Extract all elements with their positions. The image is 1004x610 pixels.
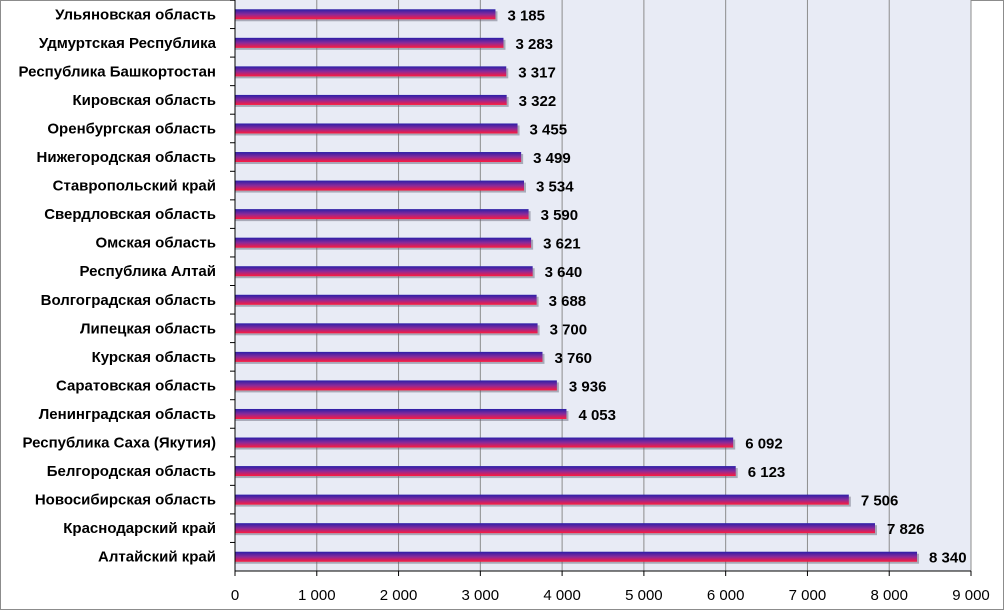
value-label: 3 317 bbox=[518, 64, 556, 81]
category-label: Удмуртская Республика bbox=[39, 35, 217, 52]
value-label: 3 499 bbox=[533, 150, 571, 167]
category-label: Республика Саха (Якутия) bbox=[22, 435, 216, 452]
x-tick-label: 6 000 bbox=[707, 587, 745, 604]
bar bbox=[235, 437, 734, 448]
value-label: 3 936 bbox=[569, 378, 607, 395]
category-label: Кировская область bbox=[73, 92, 217, 109]
category-label: Белгородская область bbox=[47, 463, 216, 480]
category-label: Ставропольский край bbox=[53, 178, 216, 195]
value-label: 3 640 bbox=[545, 264, 583, 281]
category-label: Нижегородская область bbox=[37, 149, 216, 166]
bar bbox=[235, 408, 567, 419]
bar bbox=[235, 237, 532, 248]
category-label: Липецкая область bbox=[80, 320, 216, 337]
x-tick-label: 7 000 bbox=[789, 587, 827, 604]
value-label: 3 283 bbox=[515, 36, 553, 53]
value-labels: 3 185 3 283 3 317 3 322 3 455 3 499 3 534 3 590… bbox=[507, 7, 966, 566]
bar bbox=[235, 551, 918, 562]
category-label: Свердловская область bbox=[44, 206, 216, 223]
plot-area bbox=[235, 0, 971, 571]
x-tick-label: 0 bbox=[231, 587, 239, 604]
category-label: Краснодарский край bbox=[63, 520, 216, 537]
value-label: 7 826 bbox=[887, 521, 925, 538]
category-label: Новосибирская область bbox=[35, 492, 216, 509]
bar bbox=[235, 380, 557, 391]
value-label: 3 621 bbox=[543, 236, 581, 253]
value-label: 4 053 bbox=[578, 407, 616, 424]
bar bbox=[235, 266, 533, 277]
x-axis: 0 1 000 2 000 3 000 4 000 5 000 6 000 7 000 8 00… bbox=[230, 0, 990, 604]
bar bbox=[235, 152, 522, 163]
bar bbox=[235, 466, 736, 477]
bar bbox=[235, 351, 543, 362]
category-label: Волгоградская область bbox=[41, 292, 216, 309]
value-label: 3 534 bbox=[536, 179, 574, 196]
value-label: 3 455 bbox=[530, 121, 568, 138]
value-label: 6 123 bbox=[748, 464, 786, 481]
value-label: 8 340 bbox=[929, 550, 967, 567]
x-tick-label: 5 000 bbox=[625, 587, 663, 604]
bar bbox=[235, 123, 518, 134]
x-tick-label: 9 000 bbox=[952, 587, 990, 604]
value-label: 7 506 bbox=[861, 493, 899, 510]
bar bbox=[235, 209, 529, 220]
bar bbox=[235, 294, 537, 305]
bar bbox=[235, 494, 849, 505]
value-label: 6 092 bbox=[745, 436, 783, 453]
bars bbox=[235, 9, 920, 564]
x-tick-label: 1 000 bbox=[298, 587, 336, 604]
x-tick-label: 4 000 bbox=[543, 587, 581, 604]
category-label: Алтайский край bbox=[98, 549, 216, 566]
category-labels: Ульяновская область Удмуртская Республика… bbox=[19, 6, 217, 565]
category-label: Оренбургская область bbox=[47, 120, 216, 137]
category-label: Республика Башкортостан bbox=[19, 63, 216, 80]
x-tick-label: 3 000 bbox=[462, 587, 500, 604]
bar bbox=[235, 94, 507, 105]
value-label: 3 700 bbox=[550, 321, 588, 338]
category-label: Омская область bbox=[95, 235, 216, 252]
value-label: 3 590 bbox=[541, 207, 579, 224]
bar bbox=[235, 9, 496, 20]
bar bbox=[235, 37, 504, 48]
value-label: 3 322 bbox=[519, 93, 557, 110]
category-label: Республика Алтай bbox=[80, 263, 216, 280]
bar bbox=[235, 66, 507, 77]
category-label: Саратовская область bbox=[56, 377, 216, 394]
bar bbox=[235, 323, 538, 334]
bar bbox=[235, 523, 875, 534]
category-label: Ленинградская область bbox=[39, 406, 216, 423]
category-label: Ульяновская область bbox=[55, 6, 216, 23]
bar bbox=[235, 180, 525, 191]
x-tick-label: 8 000 bbox=[870, 587, 908, 604]
category-label: Курская область bbox=[92, 349, 216, 366]
value-label: 3 688 bbox=[549, 293, 587, 310]
value-label: 3 185 bbox=[507, 7, 545, 24]
x-tick-label: 2 000 bbox=[380, 587, 418, 604]
value-label: 3 760 bbox=[554, 350, 592, 367]
